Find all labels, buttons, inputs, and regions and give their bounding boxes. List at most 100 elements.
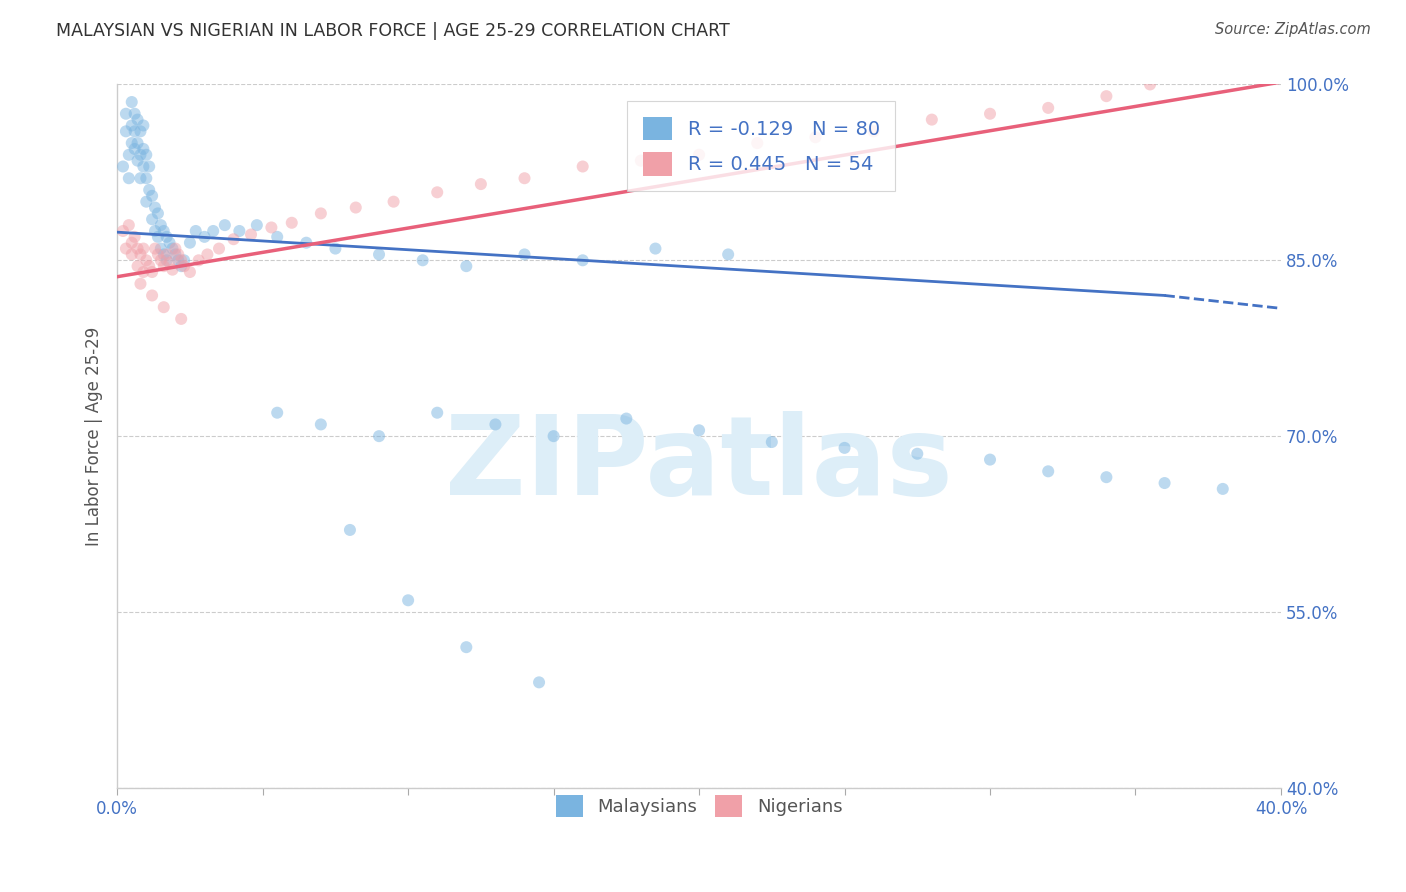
- Point: [141, 189, 163, 203]
- Point: [135, 253, 157, 268]
- Point: [214, 218, 236, 232]
- Point: [115, 124, 138, 138]
- Point: [184, 224, 207, 238]
- Point: [165, 247, 187, 261]
- Point: [979, 107, 1001, 121]
- Point: [129, 171, 152, 186]
- Point: [344, 201, 367, 215]
- Point: [162, 262, 184, 277]
- Text: Source: ZipAtlas.com: Source: ZipAtlas.com: [1215, 22, 1371, 37]
- Legend: Malaysians, Nigerians: Malaysians, Nigerians: [548, 789, 849, 824]
- Point: [115, 107, 138, 121]
- Point: [124, 107, 146, 121]
- Point: [222, 232, 245, 246]
- Point: [121, 136, 143, 150]
- Point: [571, 253, 593, 268]
- Point: [124, 124, 146, 138]
- Point: [266, 230, 288, 244]
- Point: [614, 411, 637, 425]
- Point: [156, 247, 179, 261]
- Point: [115, 242, 138, 256]
- Point: [260, 220, 283, 235]
- Point: [152, 300, 174, 314]
- Point: [325, 242, 347, 256]
- Point: [132, 265, 155, 279]
- Point: [132, 142, 155, 156]
- Point: [1153, 476, 1175, 491]
- Point: [921, 112, 943, 127]
- Point: [266, 406, 288, 420]
- Point: [396, 593, 419, 607]
- Point: [149, 253, 172, 268]
- Point: [179, 235, 201, 250]
- Text: MALAYSIAN VS NIGERIAN IN LABOR FORCE | AGE 25-29 CORRELATION CHART: MALAYSIAN VS NIGERIAN IN LABOR FORCE | A…: [56, 22, 730, 40]
- Point: [141, 288, 163, 302]
- Point: [111, 224, 134, 238]
- Point: [159, 255, 181, 269]
- Point: [156, 253, 179, 268]
- Point: [193, 230, 215, 244]
- Point: [905, 447, 928, 461]
- Point: [173, 253, 195, 268]
- Point: [135, 171, 157, 186]
- Point: [146, 206, 169, 220]
- Point: [240, 227, 263, 242]
- Point: [717, 247, 740, 261]
- Point: [688, 423, 710, 437]
- Point: [309, 206, 332, 220]
- Point: [143, 242, 166, 256]
- Point: [187, 253, 209, 268]
- Point: [127, 153, 149, 168]
- Point: [644, 242, 666, 256]
- Point: [208, 242, 231, 256]
- Point: [129, 277, 152, 291]
- Point: [309, 417, 332, 432]
- Point: [132, 242, 155, 256]
- Point: [135, 148, 157, 162]
- Point: [141, 212, 163, 227]
- Point: [195, 247, 218, 261]
- Point: [571, 160, 593, 174]
- Point: [470, 177, 492, 191]
- Point: [118, 171, 141, 186]
- Point: [127, 136, 149, 150]
- Point: [141, 265, 163, 279]
- Point: [146, 247, 169, 261]
- Point: [111, 160, 134, 174]
- Point: [1212, 482, 1234, 496]
- Point: [129, 124, 152, 138]
- Point: [202, 224, 225, 238]
- Point: [149, 218, 172, 232]
- Point: [688, 148, 710, 162]
- Point: [456, 640, 478, 655]
- Y-axis label: In Labor Force | Age 25-29: In Labor Force | Age 25-29: [86, 326, 103, 546]
- Point: [152, 247, 174, 261]
- Point: [121, 95, 143, 109]
- Point: [170, 259, 193, 273]
- Point: [804, 130, 827, 145]
- Point: [368, 429, 391, 443]
- Point: [173, 259, 195, 273]
- Point: [412, 253, 434, 268]
- Point: [143, 201, 166, 215]
- Point: [152, 259, 174, 273]
- Point: [834, 441, 856, 455]
- Point: [118, 148, 141, 162]
- Point: [1038, 464, 1060, 478]
- Point: [138, 259, 160, 273]
- Point: [979, 452, 1001, 467]
- Point: [121, 235, 143, 250]
- Point: [138, 160, 160, 174]
- Point: [149, 242, 172, 256]
- Point: [513, 247, 536, 261]
- Point: [165, 242, 187, 256]
- Point: [281, 216, 304, 230]
- Point: [167, 247, 190, 261]
- Point: [1038, 101, 1060, 115]
- Point: [127, 259, 149, 273]
- Point: [456, 259, 478, 273]
- Point: [132, 160, 155, 174]
- Point: [170, 312, 193, 326]
- Point: [159, 235, 181, 250]
- Point: [138, 183, 160, 197]
